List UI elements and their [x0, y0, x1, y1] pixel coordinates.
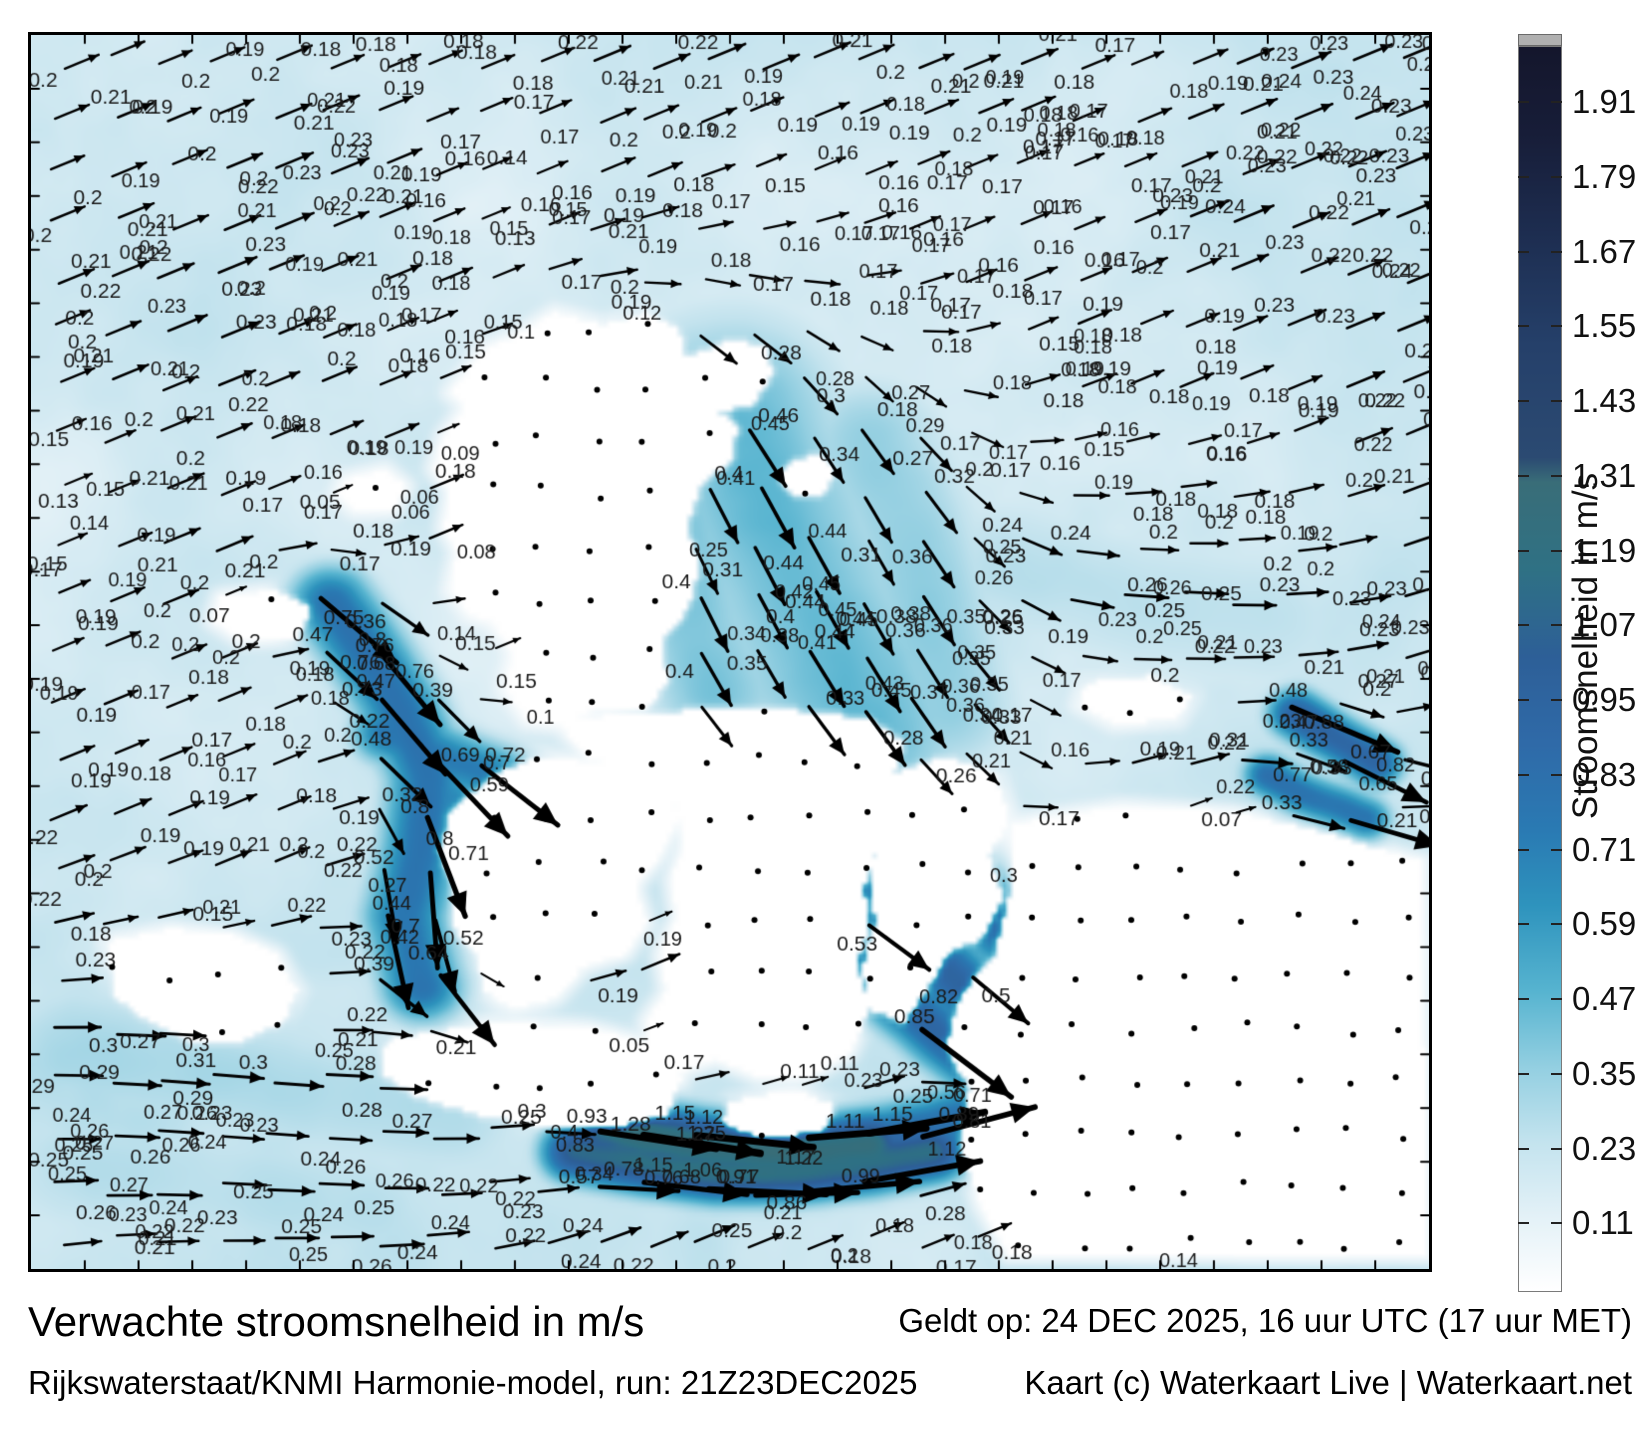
colorbar-tick-label: 1.19	[1572, 531, 1637, 569]
colorbar-axis-label: Stroomsnelheid in m/s	[1566, 472, 1605, 820]
colorbar-tick-label: 0.23	[1572, 1129, 1637, 1167]
colorbar-gradient	[1518, 46, 1562, 1292]
colorbar-tick-label: 0.95	[1572, 681, 1637, 719]
colorbar-tick-label: 0.35	[1572, 1054, 1637, 1092]
vector-and-label-layer	[31, 35, 1429, 1269]
colorbar-tick-label: 0.83	[1572, 755, 1637, 793]
colorbar-tick-label: 1.79	[1572, 157, 1637, 195]
page-title: Verwachte stroomsnelheid in m/s	[28, 1298, 645, 1345]
colorbar-tick-label: 0.11	[1572, 1204, 1634, 1242]
colorbar-tick-label: 0.47	[1572, 980, 1637, 1018]
colorbar-tick-label: 0.59	[1572, 905, 1637, 943]
current-speed-map[interactable]	[28, 32, 1432, 1272]
colorbar-over-cap	[1518, 34, 1562, 46]
colorbar-tick-label: 1.67	[1572, 232, 1637, 270]
colorbar: 1.91 1.79 1.67 1.55 1.43 1.31 1.19 1.07 0.95 0.83…	[1518, 34, 1636, 1292]
colorbar-tick-label: 1.43	[1572, 382, 1637, 420]
credit-text: Kaart (c) Waterkaart Live | Waterkaart.n…	[1024, 1364, 1632, 1401]
colorbar-tick-label: 1.91	[1572, 83, 1637, 121]
colorbar-tick-label: 1.07	[1572, 606, 1637, 644]
model-run-subtitle: Rijkswaterstaat/KNMI Harmonie-model, run…	[28, 1364, 918, 1401]
colorbar-tick-label: 1.31	[1572, 456, 1637, 494]
valid-time-text: Geldt op: 24 DEC 2025, 16 uur UTC (17 uu…	[898, 1302, 1632, 1339]
colorbar-tick-label: 1.55	[1572, 307, 1637, 345]
colorbar-tick-label: 0.71	[1572, 830, 1637, 868]
footer: Verwachte stroomsnelheid in m/s Rijkswat…	[0, 1286, 1650, 1450]
